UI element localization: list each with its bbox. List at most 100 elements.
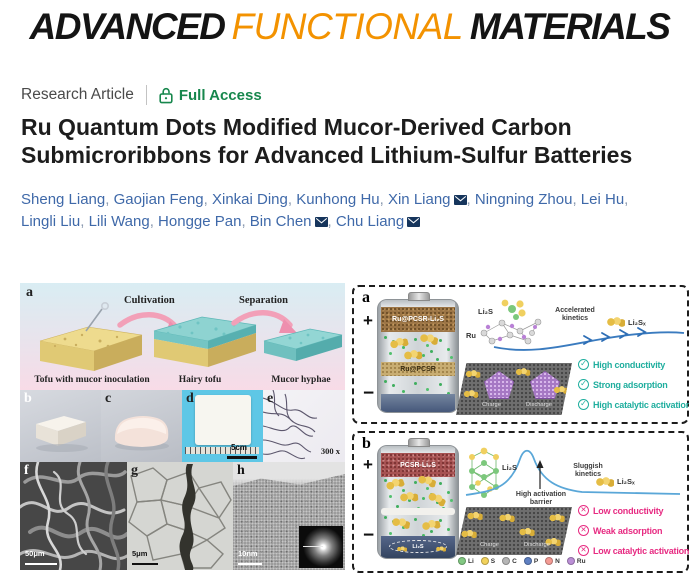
charge-label: Charge: [482, 401, 501, 408]
anode-layer: [381, 394, 455, 412]
panel-label-b: b: [24, 391, 32, 406]
scale-5cm: 5cm: [230, 443, 247, 452]
panel-h-hrtem: h 10nm: [233, 462, 345, 570]
author-link[interactable]: Sheng Liang: [21, 191, 106, 208]
ru-cluster: [530, 371, 560, 399]
ru-cluster: [484, 371, 514, 399]
legend-item: S: [480, 557, 495, 565]
author-link[interactable]: Ningning Zhou: [474, 191, 573, 208]
polysulfide-cluster: [465, 370, 481, 378]
author: Bin Chen: [250, 213, 336, 230]
kinetics-annotation: Sluggish kinetics: [573, 463, 603, 478]
li-atom-swatch: [458, 557, 466, 565]
legend-label: P: [533, 557, 539, 565]
author-link[interactable]: Lei Hu: [580, 191, 625, 208]
author: Lingli Liu: [21, 213, 89, 230]
polysulfide-cluster: [499, 513, 515, 523]
panel-e-micrograph-hyphae: e 300 x: [262, 389, 345, 462]
cross-icon: ✕: [578, 505, 589, 516]
li-ion-dots: [384, 380, 387, 383]
panel-label-f: f: [24, 463, 29, 478]
author-link[interactable]: Xin Liang: [387, 191, 451, 208]
author-link[interactable]: Chu Liang: [335, 213, 405, 230]
author-link[interactable]: Hongge Pan: [158, 213, 242, 230]
kinetics-diagram: [480, 299, 685, 351]
polysulfide-cluster: [389, 335, 409, 351]
discharge-label: Discharge: [526, 401, 552, 408]
benefit-item: ✓ High conductivity: [578, 359, 665, 370]
email-icon[interactable]: [314, 217, 328, 227]
panel-label-e: e: [267, 391, 274, 406]
author: Gaojian Feng: [114, 191, 212, 208]
step-cultivation: Cultivation: [124, 295, 175, 306]
figure-mechanism-comparison[interactable]: a + − Ru@PCSR-Li₂S Ru@PCSR: [352, 285, 689, 573]
panel-label-b: b: [362, 435, 371, 452]
email-icon[interactable]: [407, 217, 421, 227]
graphene-sheet: Charge Discharge: [456, 507, 572, 555]
author-link[interactable]: Lili Wang: [88, 213, 150, 230]
c-atom-swatch: [502, 557, 511, 565]
scale-bar: [132, 563, 158, 565]
panel-c-photo-hairy-tofu: c: [101, 390, 182, 462]
li2sx-label: Li₂Sₓ: [628, 318, 646, 327]
author: Xinkai Ding: [212, 191, 296, 208]
s-atom-swatch: [480, 557, 489, 565]
tem-cells: [128, 464, 232, 570]
polysulfide-cluster: [515, 368, 531, 376]
drawback-text: Weak adsorption: [593, 525, 663, 536]
minus-terminal: −: [363, 525, 375, 546]
check-icon: ✓: [578, 399, 589, 410]
polysulfide-cluster: [399, 491, 419, 503]
panel-label-g: g: [131, 463, 138, 478]
journal-logo: ADVANCED FUNCTIONAL MATERIALS: [0, 6, 699, 48]
cross-icon: ✕: [578, 545, 589, 556]
author-link[interactable]: Bin Chen: [249, 213, 312, 230]
check-icon: ✓: [578, 379, 589, 390]
author-link[interactable]: Gaojian Feng: [113, 191, 204, 208]
drawback-item: ✕ Low conductivity: [578, 505, 664, 516]
polysulfide-cluster: [519, 527, 535, 537]
panel-b-pcsr: b + − PCSR-Li₂S: [352, 431, 689, 573]
battery-pcsr: PCSR-Li₂S Li₂S: [377, 445, 459, 559]
sem-fibers: [20, 460, 129, 570]
panel-label-a: a: [362, 289, 370, 306]
author: Kunhong Hu: [296, 191, 388, 208]
email-icon[interactable]: [453, 195, 467, 205]
hyphae-drawing: [262, 389, 318, 460]
kinetics-annotation: Accelerated kinetics: [555, 307, 595, 322]
polysulfide-cluster: [419, 332, 439, 346]
author-link[interactable]: Lingli Liu: [21, 213, 81, 230]
tofu-block-photo: [36, 416, 88, 452]
cathode-layer: PCSR-Li₂S: [381, 453, 455, 477]
drawback-text: Low conductivity: [593, 505, 664, 516]
li2s-label: Li₂S: [478, 307, 493, 316]
polysulfide-cluster: [421, 518, 441, 532]
barrier-diagram: [465, 447, 681, 498]
panel-g-tem-network: g 5μm: [127, 462, 233, 570]
polysulfide-cluster: [403, 349, 423, 361]
n-atom-swatch: [545, 557, 554, 565]
benefit-text: Strong adsorption: [593, 379, 668, 390]
magnification-label: 300 x: [320, 446, 340, 456]
polysulfide-cluster: [384, 476, 406, 492]
minus-terminal: −: [363, 383, 375, 404]
panel-a-ru-pcsr: a + − Ru@PCSR-Li₂S Ru@PCSR: [352, 285, 689, 424]
cathode-label: PCSR-Li₂S: [400, 461, 436, 469]
graphene-sheet: Charge Discharge: [456, 363, 572, 415]
author: Lei Hu: [581, 191, 629, 208]
ruler: [185, 447, 259, 454]
scale-5um: 5μm: [132, 549, 148, 558]
author-link[interactable]: Xinkai Ding: [212, 191, 288, 208]
author-link[interactable]: Kunhong Hu: [296, 191, 380, 208]
panel-b-photo-tofu: b: [20, 390, 101, 462]
separator: [381, 508, 455, 515]
atom-legend: Li S C P N Ru: [458, 557, 586, 565]
figure-synthesis-characterization[interactable]: a: [20, 283, 345, 570]
polysulfide-cluster: [549, 513, 565, 523]
battery-ru-pcsr: Ru@PCSR-Li₂S Ru@PCSR: [377, 299, 459, 413]
panel-label-a: a: [26, 285, 33, 300]
discharge-label: Discharge: [524, 541, 550, 548]
cathode-label: Ru@PCSR-Li₂S: [392, 316, 444, 323]
panel-label-c: c: [105, 391, 112, 406]
li2s-deposit-region: Li₂S: [389, 540, 447, 553]
